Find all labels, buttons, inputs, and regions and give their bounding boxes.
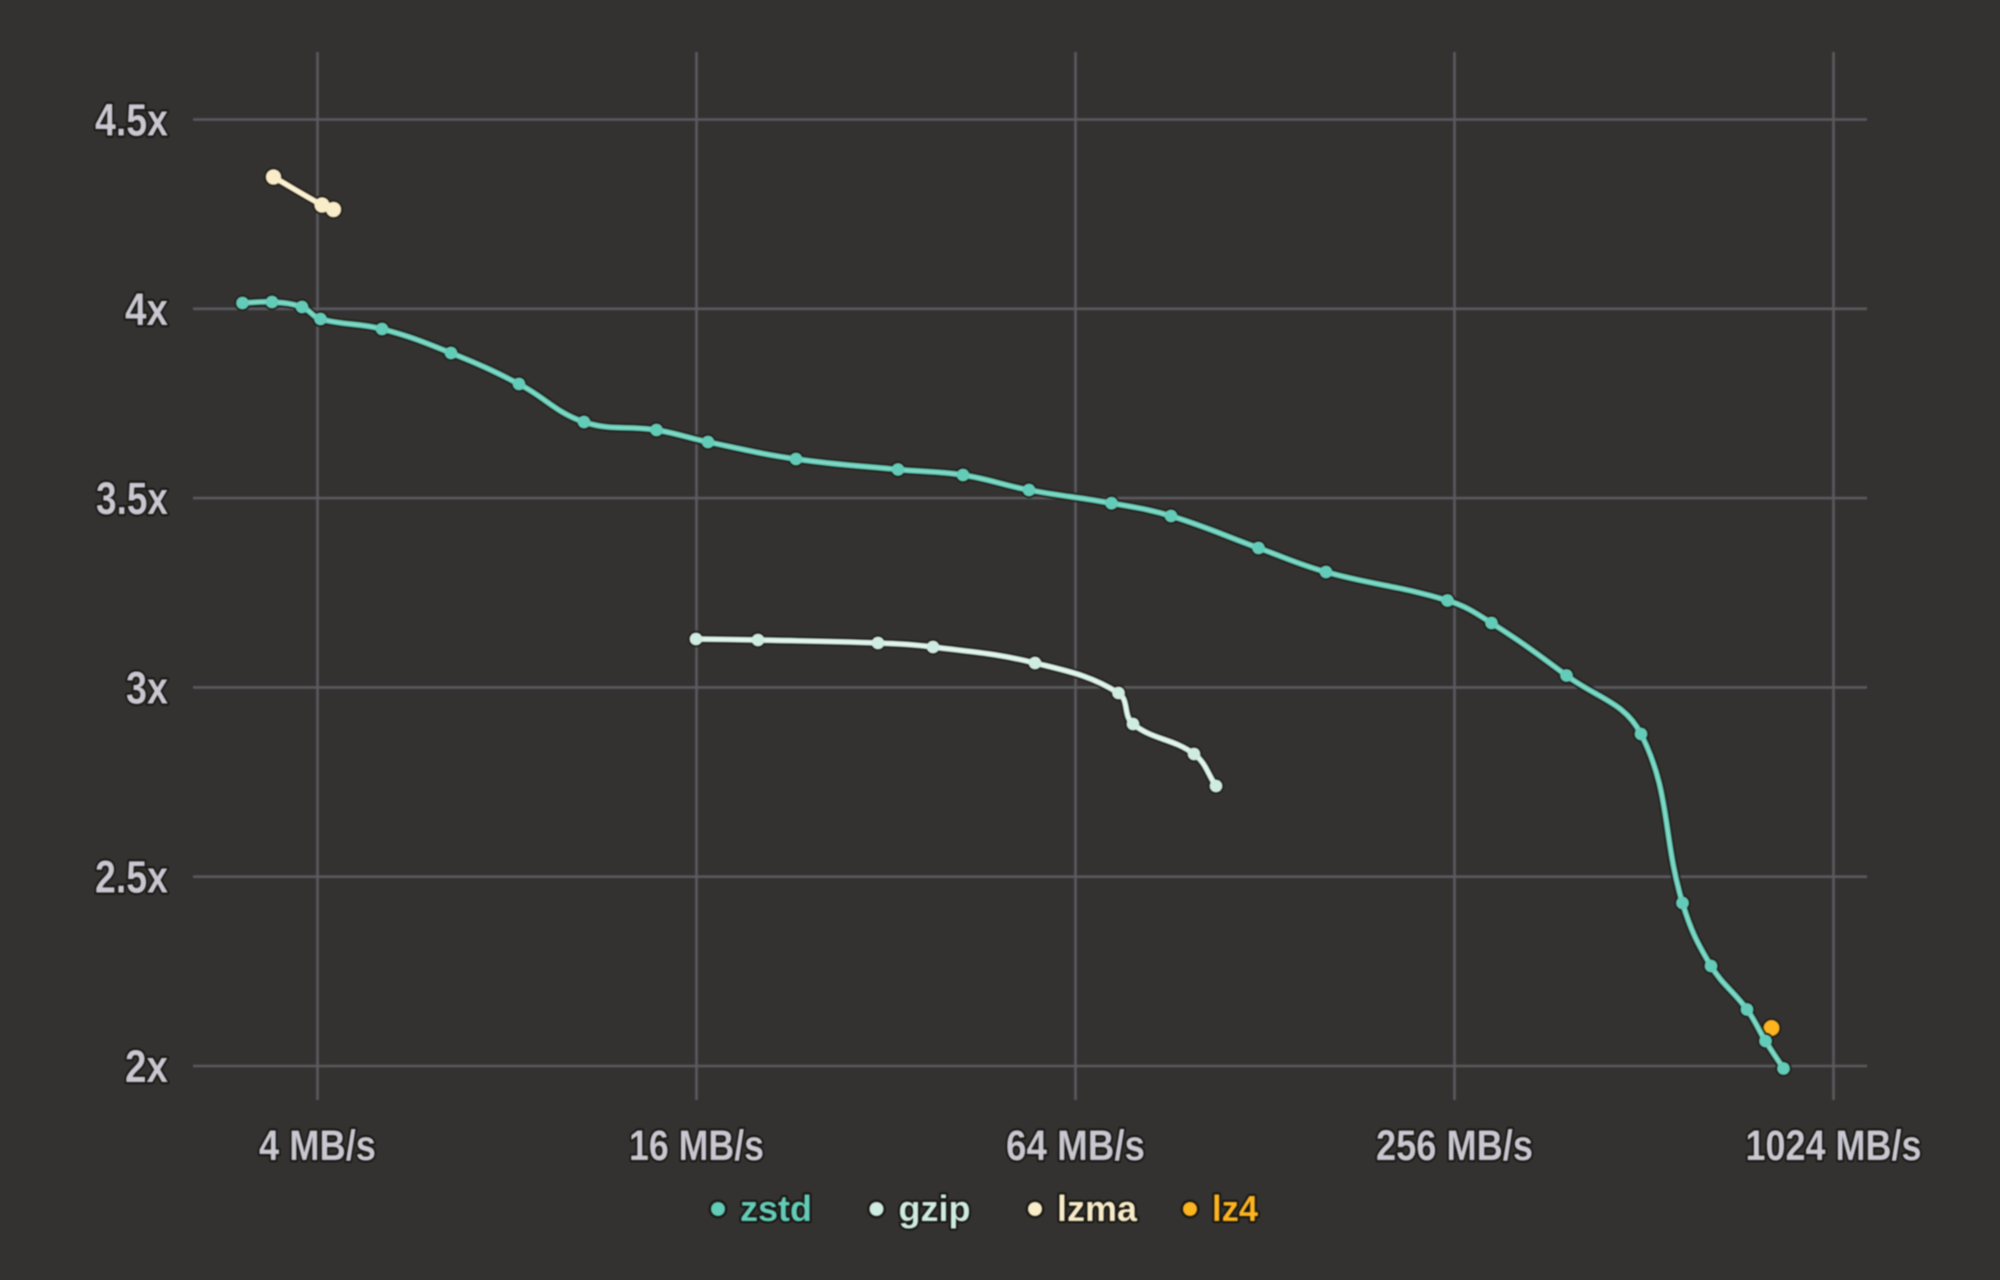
svg-text:1024 MB/s: 1024 MB/s — [1746, 1123, 1922, 1170]
svg-text:lzma: lzma — [1057, 1188, 1138, 1229]
svg-text:16 MB/s: 16 MB/s — [629, 1123, 764, 1170]
svg-text:3x: 3x — [126, 662, 168, 713]
svg-text:2.5x: 2.5x — [95, 852, 168, 903]
svg-text:zstd: zstd — [740, 1188, 812, 1229]
svg-text:lz4: lz4 — [1212, 1188, 1258, 1229]
svg-text:2x: 2x — [125, 1041, 168, 1092]
svg-text:4.5x: 4.5x — [95, 95, 168, 146]
svg-text:gzip: gzip — [899, 1188, 971, 1229]
svg-text:256 MB/s: 256 MB/s — [1376, 1123, 1533, 1170]
svg-text:3.5x: 3.5x — [96, 473, 168, 524]
svg-text:4x: 4x — [125, 284, 168, 335]
svg-text:4 MB/s: 4 MB/s — [259, 1123, 376, 1170]
svg-text:64 MB/s: 64 MB/s — [1006, 1123, 1145, 1170]
